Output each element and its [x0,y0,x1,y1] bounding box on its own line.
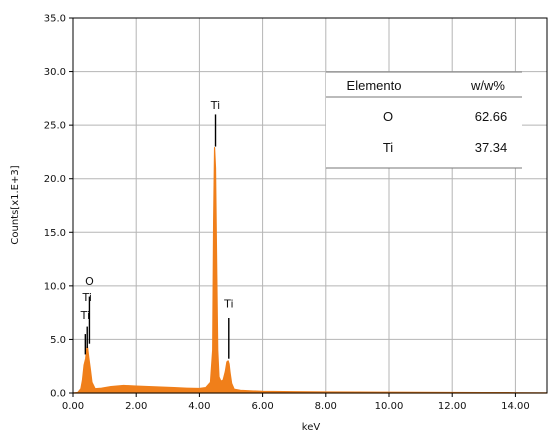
y-tick-label: 35.0 [44,14,66,25]
peak-label: Ti [210,99,220,112]
annotation-layer: Ti Ti O Ti Ti [80,99,234,359]
table-header-element: Elemento [347,78,402,93]
peak-label: O [85,275,94,288]
series-layer [72,147,548,394]
x-axis-title: keV [302,422,321,433]
y-tick-label: 30.0 [44,67,66,78]
x-tick-label: 12.00 [438,401,467,412]
x-tick-label: 2.00 [125,401,147,412]
peak-label: Ti [223,297,233,310]
table-header-wt: w/w% [470,78,505,93]
peak-label: Ti [82,291,92,304]
y-tick-label: 10.0 [44,281,66,292]
composition-table: Elemento w/w% O 62.66 Ti 37.34 [326,71,522,169]
tick-layer: 0.00 2.00 4.00 6.00 8.00 10.00 12.00 14.00 0.0 5.… [44,14,530,413]
y-tick-label: 5.0 [50,335,66,346]
spectrum-series [72,147,548,394]
x-tick-label: 14.00 [501,401,530,412]
table-cell-wt: 37.34 [475,140,508,155]
peak-label: Ti [80,309,90,322]
y-tick-label: 0.0 [50,389,66,400]
table-cell-element: Ti [383,140,393,155]
table-background [326,72,522,168]
table-cell-element: O [383,109,393,124]
x-tick-label: 10.00 [375,401,404,412]
x-tick-label: 0.00 [62,401,84,412]
y-axis-title: Counts[x1.E+3] [10,165,21,244]
x-tick-label: 4.00 [188,401,210,412]
y-tick-label: 15.0 [44,228,66,239]
x-tick-label: 8.00 [315,401,337,412]
y-tick-label: 20.0 [44,174,66,185]
table-cell-wt: 62.66 [475,109,508,124]
x-tick-label: 6.00 [251,401,273,412]
plot-frame [72,17,548,394]
y-tick-label: 25.0 [44,121,66,132]
